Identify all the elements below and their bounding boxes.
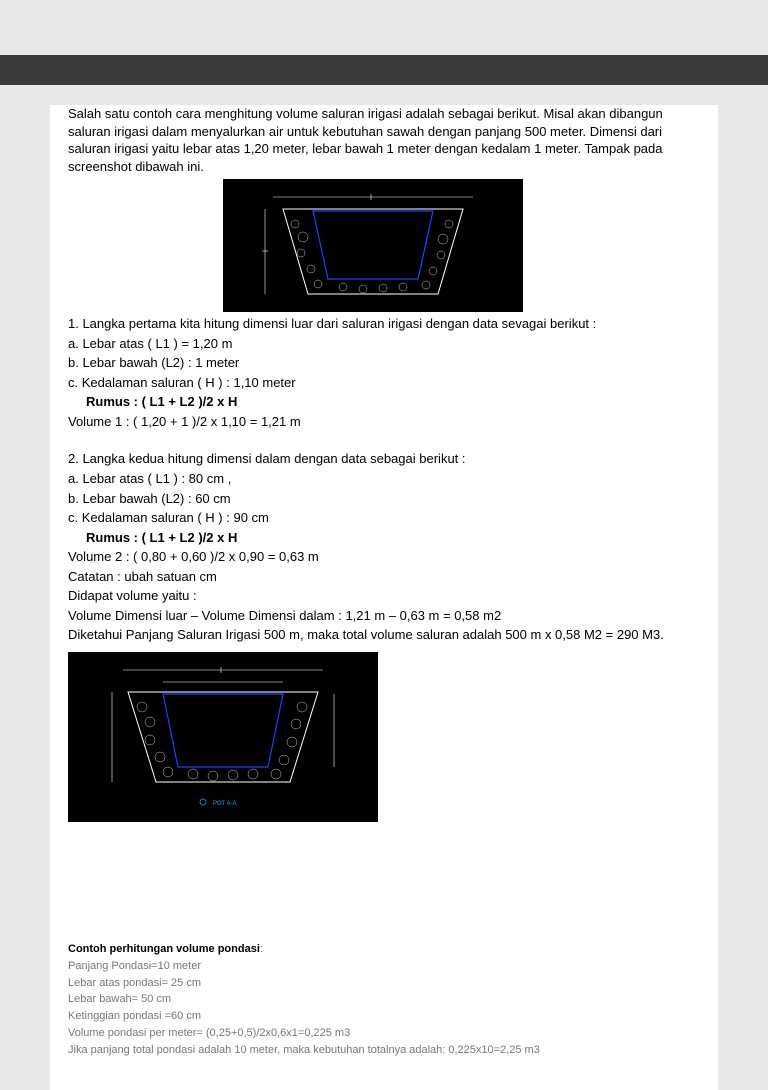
step2-title: 2. Langka kedua hitung dimensi dalam den… <box>68 450 700 468</box>
pondasi-l6: Jika panjang total pondasi adalah 10 met… <box>68 1043 700 1058</box>
cross-section-svg-2: POT A-A <box>112 667 334 807</box>
pondasi-header: Contoh perhitungan volume pondasi <box>68 943 260 955</box>
pondasi-l3: Lebar bawah= 50 cm <box>68 992 700 1007</box>
top-spacer <box>0 0 768 55</box>
dark-band <box>0 55 768 85</box>
step1-b: b. Lebar bawah (L2) : 1 meter <box>68 354 700 372</box>
content-area: Salah satu contoh cara menghitung volume… <box>50 105 718 1058</box>
step1-title: 1. Langka pertama kita hitung dimensi lu… <box>68 315 700 333</box>
svg-text:POT A-A: POT A-A <box>213 801 237 807</box>
step2-result3: Diketahui Panjang Saluran Irigasi 500 m,… <box>68 626 700 644</box>
step1-vol: Volume 1 : ( 1,20 + 1 )/2 x 1,10 = 1,21 … <box>68 413 700 431</box>
step2-b: b. Lebar bawah (L2) : 60 cm <box>68 490 700 508</box>
document-page: Salah satu contoh cara menghitung volume… <box>50 105 718 1090</box>
step2-rumus: Rumus : ( L1 + L2 )/2 x H <box>68 529 700 547</box>
step2-vol: Volume 2 : ( 0,80 + 0,60 )/2 x 0,90 = 0,… <box>68 548 700 566</box>
step1-c: c. Kedalaman saluran ( H ) : 1,10 meter <box>68 374 700 392</box>
step2-result2: Volume Dimensi luar – Volume Dimensi dal… <box>68 607 700 625</box>
diagram-2: POT A-A <box>68 652 378 822</box>
pondasi-l4: Ketinggian pondasi =60 cm <box>68 1009 700 1024</box>
pondasi-l1: Panjang Pondasi=10 meter <box>68 959 700 974</box>
cross-section-svg <box>262 194 473 294</box>
pondasi-l2: Lebar atas pondasi= 25 cm <box>68 976 700 991</box>
step2-note: Catatan : ubah satuan cm <box>68 568 700 586</box>
step2-c: c. Kedalaman saluran ( H ) : 90 cm <box>68 509 700 527</box>
step1-rumus: Rumus : ( L1 + L2 )/2 x H <box>68 393 700 411</box>
diagram-1 <box>223 179 523 312</box>
step2-result1: Didapat volume yaitu : <box>68 587 700 605</box>
pondasi-block: Contoh perhitungan volume pondasi: Panja… <box>68 942 700 1058</box>
intro-paragraph: Salah satu contoh cara menghitung volume… <box>68 105 700 175</box>
pondasi-l5: Volume pondasi per meter= (0,25+0,5)/2x0… <box>68 1026 700 1041</box>
step1-a: a. Lebar atas ( L1 ) = 1,20 m <box>68 335 700 353</box>
step2-a: a. Lebar atas ( L1 ) : 80 cm , <box>68 470 700 488</box>
